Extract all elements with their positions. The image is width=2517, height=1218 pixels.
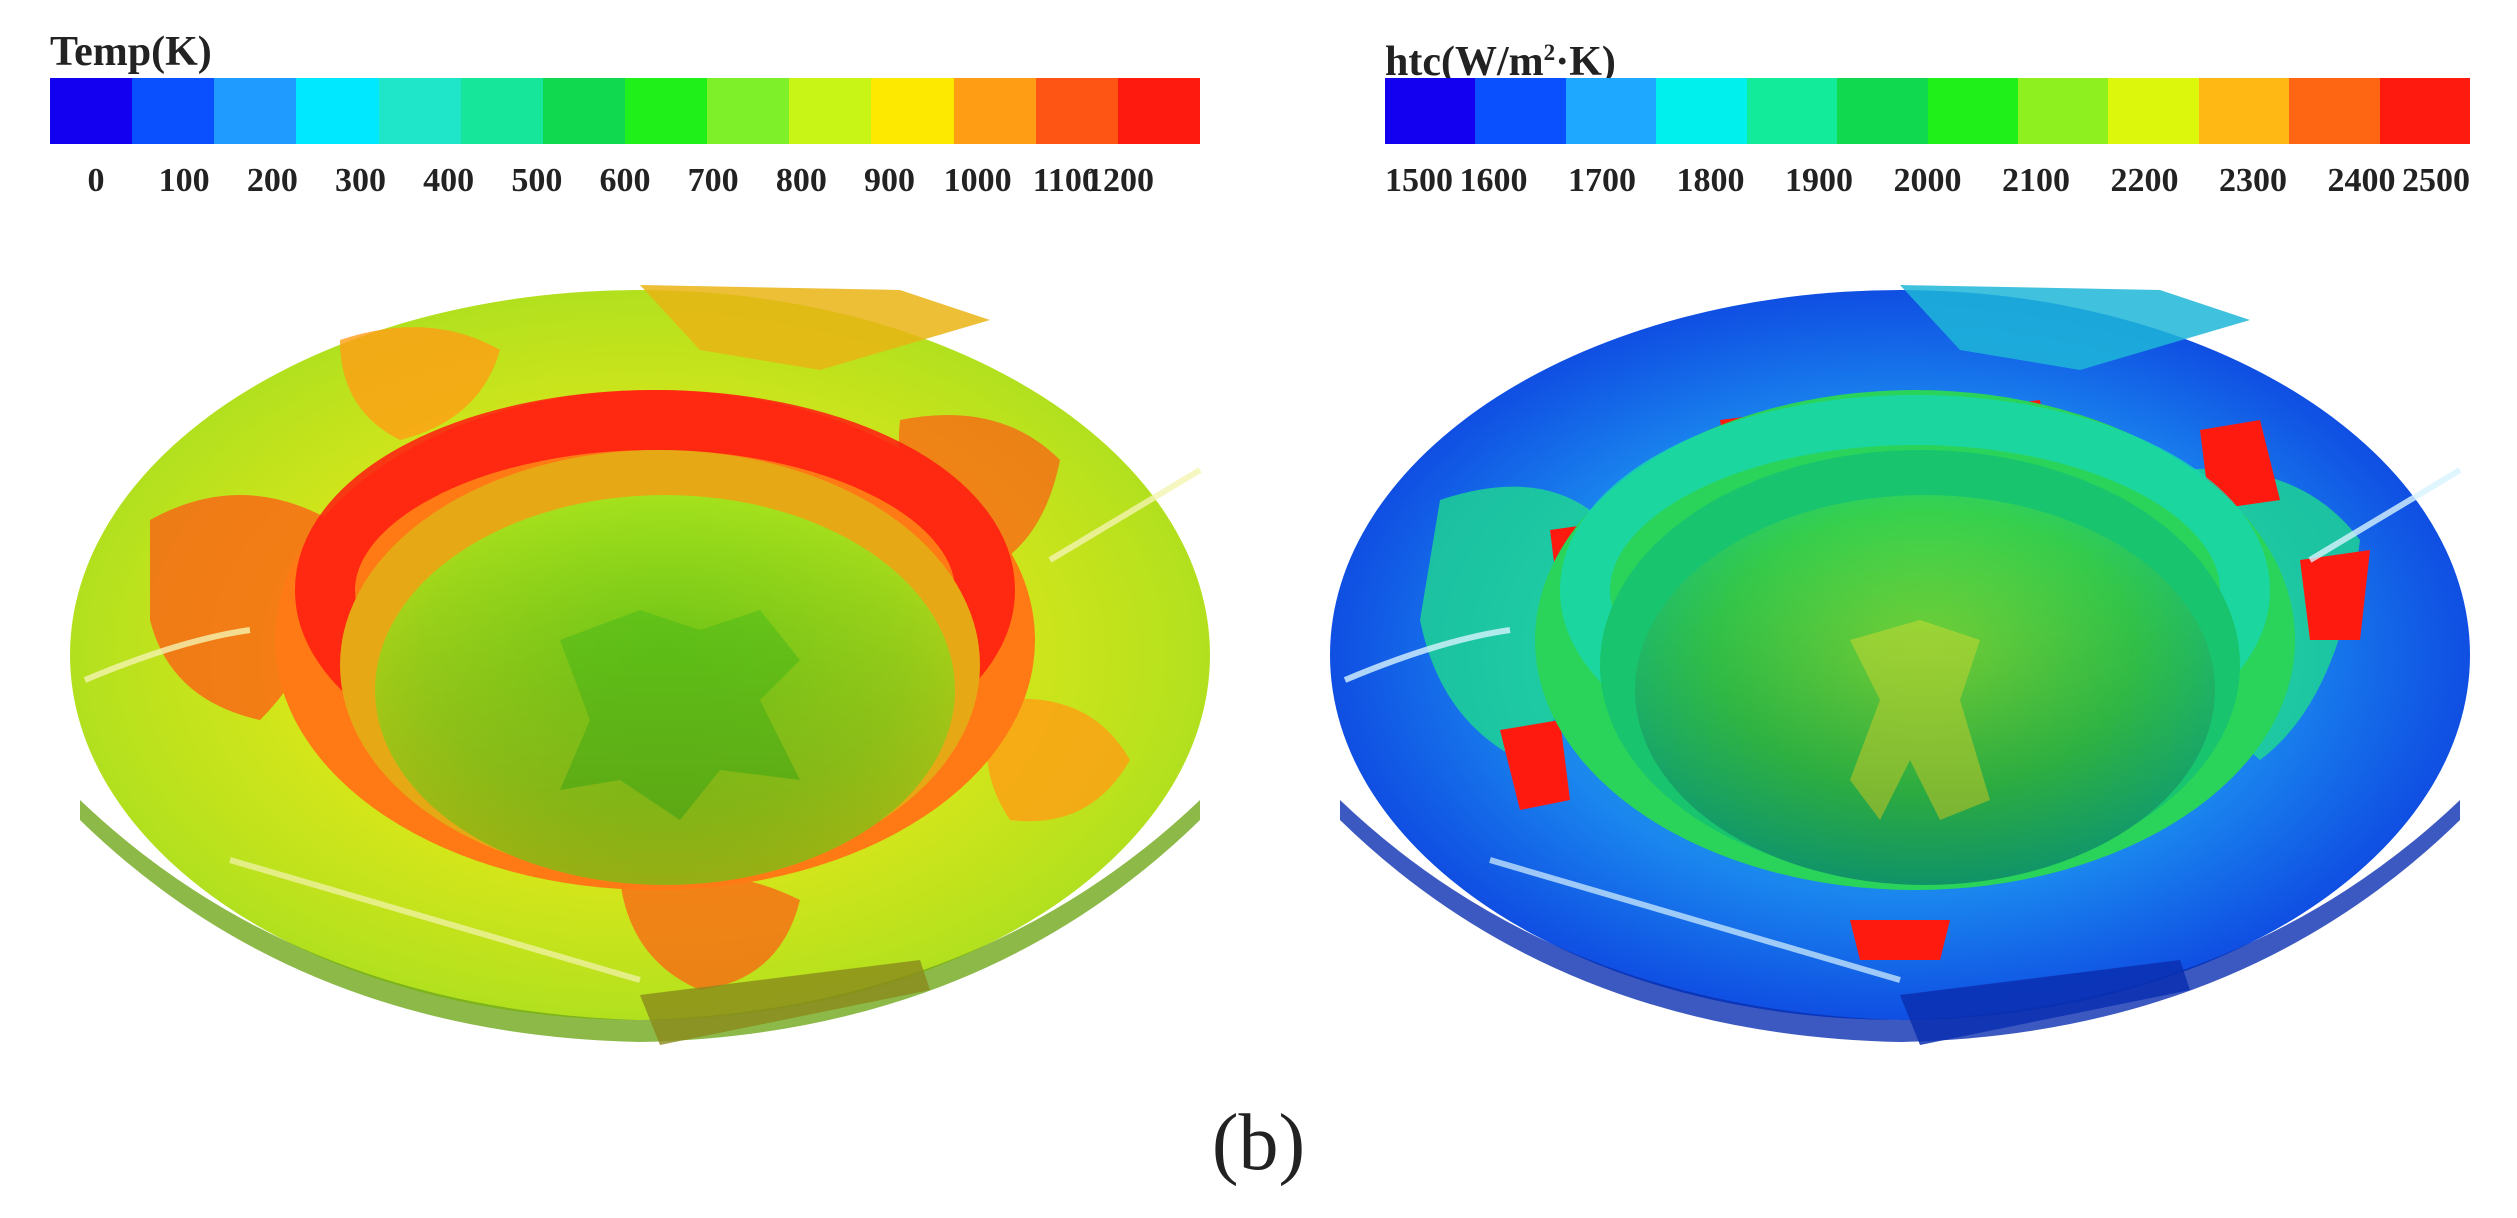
temp-tick-label: 500 (511, 162, 563, 199)
temp-tick-label: 1200 (1086, 162, 1154, 199)
htc-swatch-8 (2108, 78, 2199, 144)
htc-red-spot-lower-right (2300, 550, 2370, 640)
temperature-legend: Temp(K) 0 100 200 300 400 500 600 700 800 900 1000… (50, 28, 1200, 212)
htc-tab-top (1900, 285, 2250, 370)
htc-step-right (2308, 467, 2462, 563)
htc-swatch-7 (2017, 78, 2109, 144)
temp-swatch-0 (50, 78, 133, 144)
htc-red-spot-bottom (1850, 920, 1950, 960)
htc-contour-part (1330, 285, 2470, 1045)
htc-tick-label: 2400 (2327, 162, 2396, 199)
temp-tick-label: 700 (687, 162, 739, 199)
temp-tick-label: 1100 (1032, 162, 1099, 199)
htc-red-spot-right (2200, 420, 2280, 510)
temperature-contour-part (70, 285, 1210, 1045)
htc-legend: htc(W/m2·K) 1500 1600 1700 1800 1900 2000 2100… (1385, 28, 2471, 212)
temp-hot-lobe-right (987, 698, 1130, 822)
temp-step-left (83, 627, 251, 683)
temp-swatch-4 (378, 78, 461, 144)
temp-swatch-8 (707, 78, 790, 144)
htc-swatch-1 (1475, 78, 1566, 144)
htc-tick-label: 2200 (2110, 162, 2179, 199)
temp-step-bottom (229, 857, 641, 983)
temp-tick-label: 100 (158, 162, 210, 199)
htc-swatch-10 (2289, 78, 2380, 144)
htc-swatch-11 (2379, 78, 2471, 144)
htc-tick-labels: 1500 1600 1700 1800 1900 2000 2100 2200 2300 2400… (1385, 162, 2470, 212)
temperature-tick-labels: 0 100 200 300 400 500 600 700 800 900 1000 1100 1200 (50, 162, 1200, 212)
htc-tick-label: 1900 (1785, 162, 1853, 199)
temp-swatch-2 (214, 78, 297, 144)
temp-swatch-13 (1117, 78, 1200, 144)
htc-swatch-5 (1837, 78, 1928, 144)
temp-hot-lobe-upper-left (340, 327, 500, 440)
htc-swatch-4 (1746, 78, 1838, 144)
temp-tick-label: 800 (775, 162, 827, 199)
temp-tick-label: 200 (246, 162, 298, 199)
temp-tab-top (640, 285, 990, 370)
temp-swatch-10 (871, 78, 954, 144)
htc-tick-label: 2300 (2219, 162, 2287, 199)
temperature-legend-title: Temp(K) (50, 29, 212, 75)
htc-tick-label: 1500 (1385, 162, 1453, 199)
htc-tick-label: 2000 (1893, 162, 1962, 199)
temp-swatch-1 (132, 78, 215, 144)
temp-hot-lobe-lower (620, 873, 800, 990)
htc-tick-label: 1600 (1459, 162, 1528, 199)
htc-red-spot-lower-left (1500, 720, 1570, 810)
htc-tick-label: 2500 (2402, 162, 2470, 199)
temp-tick-label: 900 (864, 162, 915, 199)
temp-swatch-11 (953, 78, 1036, 144)
htc-tick-label: 1700 (1568, 162, 1636, 199)
temp-swatch-6 (542, 78, 625, 144)
htc-legend-title: htc(W/m2·K) (1385, 28, 2470, 85)
temp-tick-label: 1000 (943, 162, 1012, 199)
htc-tick-label: 2100 (2002, 162, 2070, 199)
figure-caption: (b) (1211, 1099, 1306, 1187)
htc-swatch-0 (1385, 78, 1476, 144)
temp-tick-label: 400 (423, 162, 475, 199)
htc-title-prefix: htc(W/m (1385, 39, 1544, 85)
htc-swatch-2 (1565, 78, 1657, 144)
temp-swatch-7 (624, 78, 708, 144)
temp-tick-label: 300 (335, 162, 386, 199)
htc-step-left (1343, 627, 1511, 683)
htc-swatch-3 (1656, 78, 1747, 144)
temp-swatch-12 (1035, 78, 1118, 144)
htc-dome-shade (1635, 495, 2215, 885)
htc-title-superscript: 2 (1543, 39, 1556, 65)
temp-tick-label: 600 (599, 162, 651, 199)
htc-swatch-6 (1927, 78, 2018, 144)
temp-swatch-9 (789, 78, 872, 144)
temp-swatch-5 (460, 78, 543, 144)
temp-step-right (1048, 467, 1202, 563)
htc-title-suffix: ·K) (1555, 39, 1616, 85)
temp-tab-bottom (640, 960, 930, 1045)
temp-swatch-3 (296, 78, 379, 144)
temperature-color-bar (50, 78, 1200, 144)
htc-tick-label: 1800 (1676, 162, 1745, 199)
temp-tick-label: 0 (87, 162, 105, 199)
htc-swatch-9 (2198, 78, 2290, 144)
htc-tab-bottom (1900, 960, 2190, 1045)
temp-dome-shade (375, 495, 955, 885)
htc-color-bar (1385, 78, 2471, 144)
htc-step-bottom (1489, 857, 1901, 983)
